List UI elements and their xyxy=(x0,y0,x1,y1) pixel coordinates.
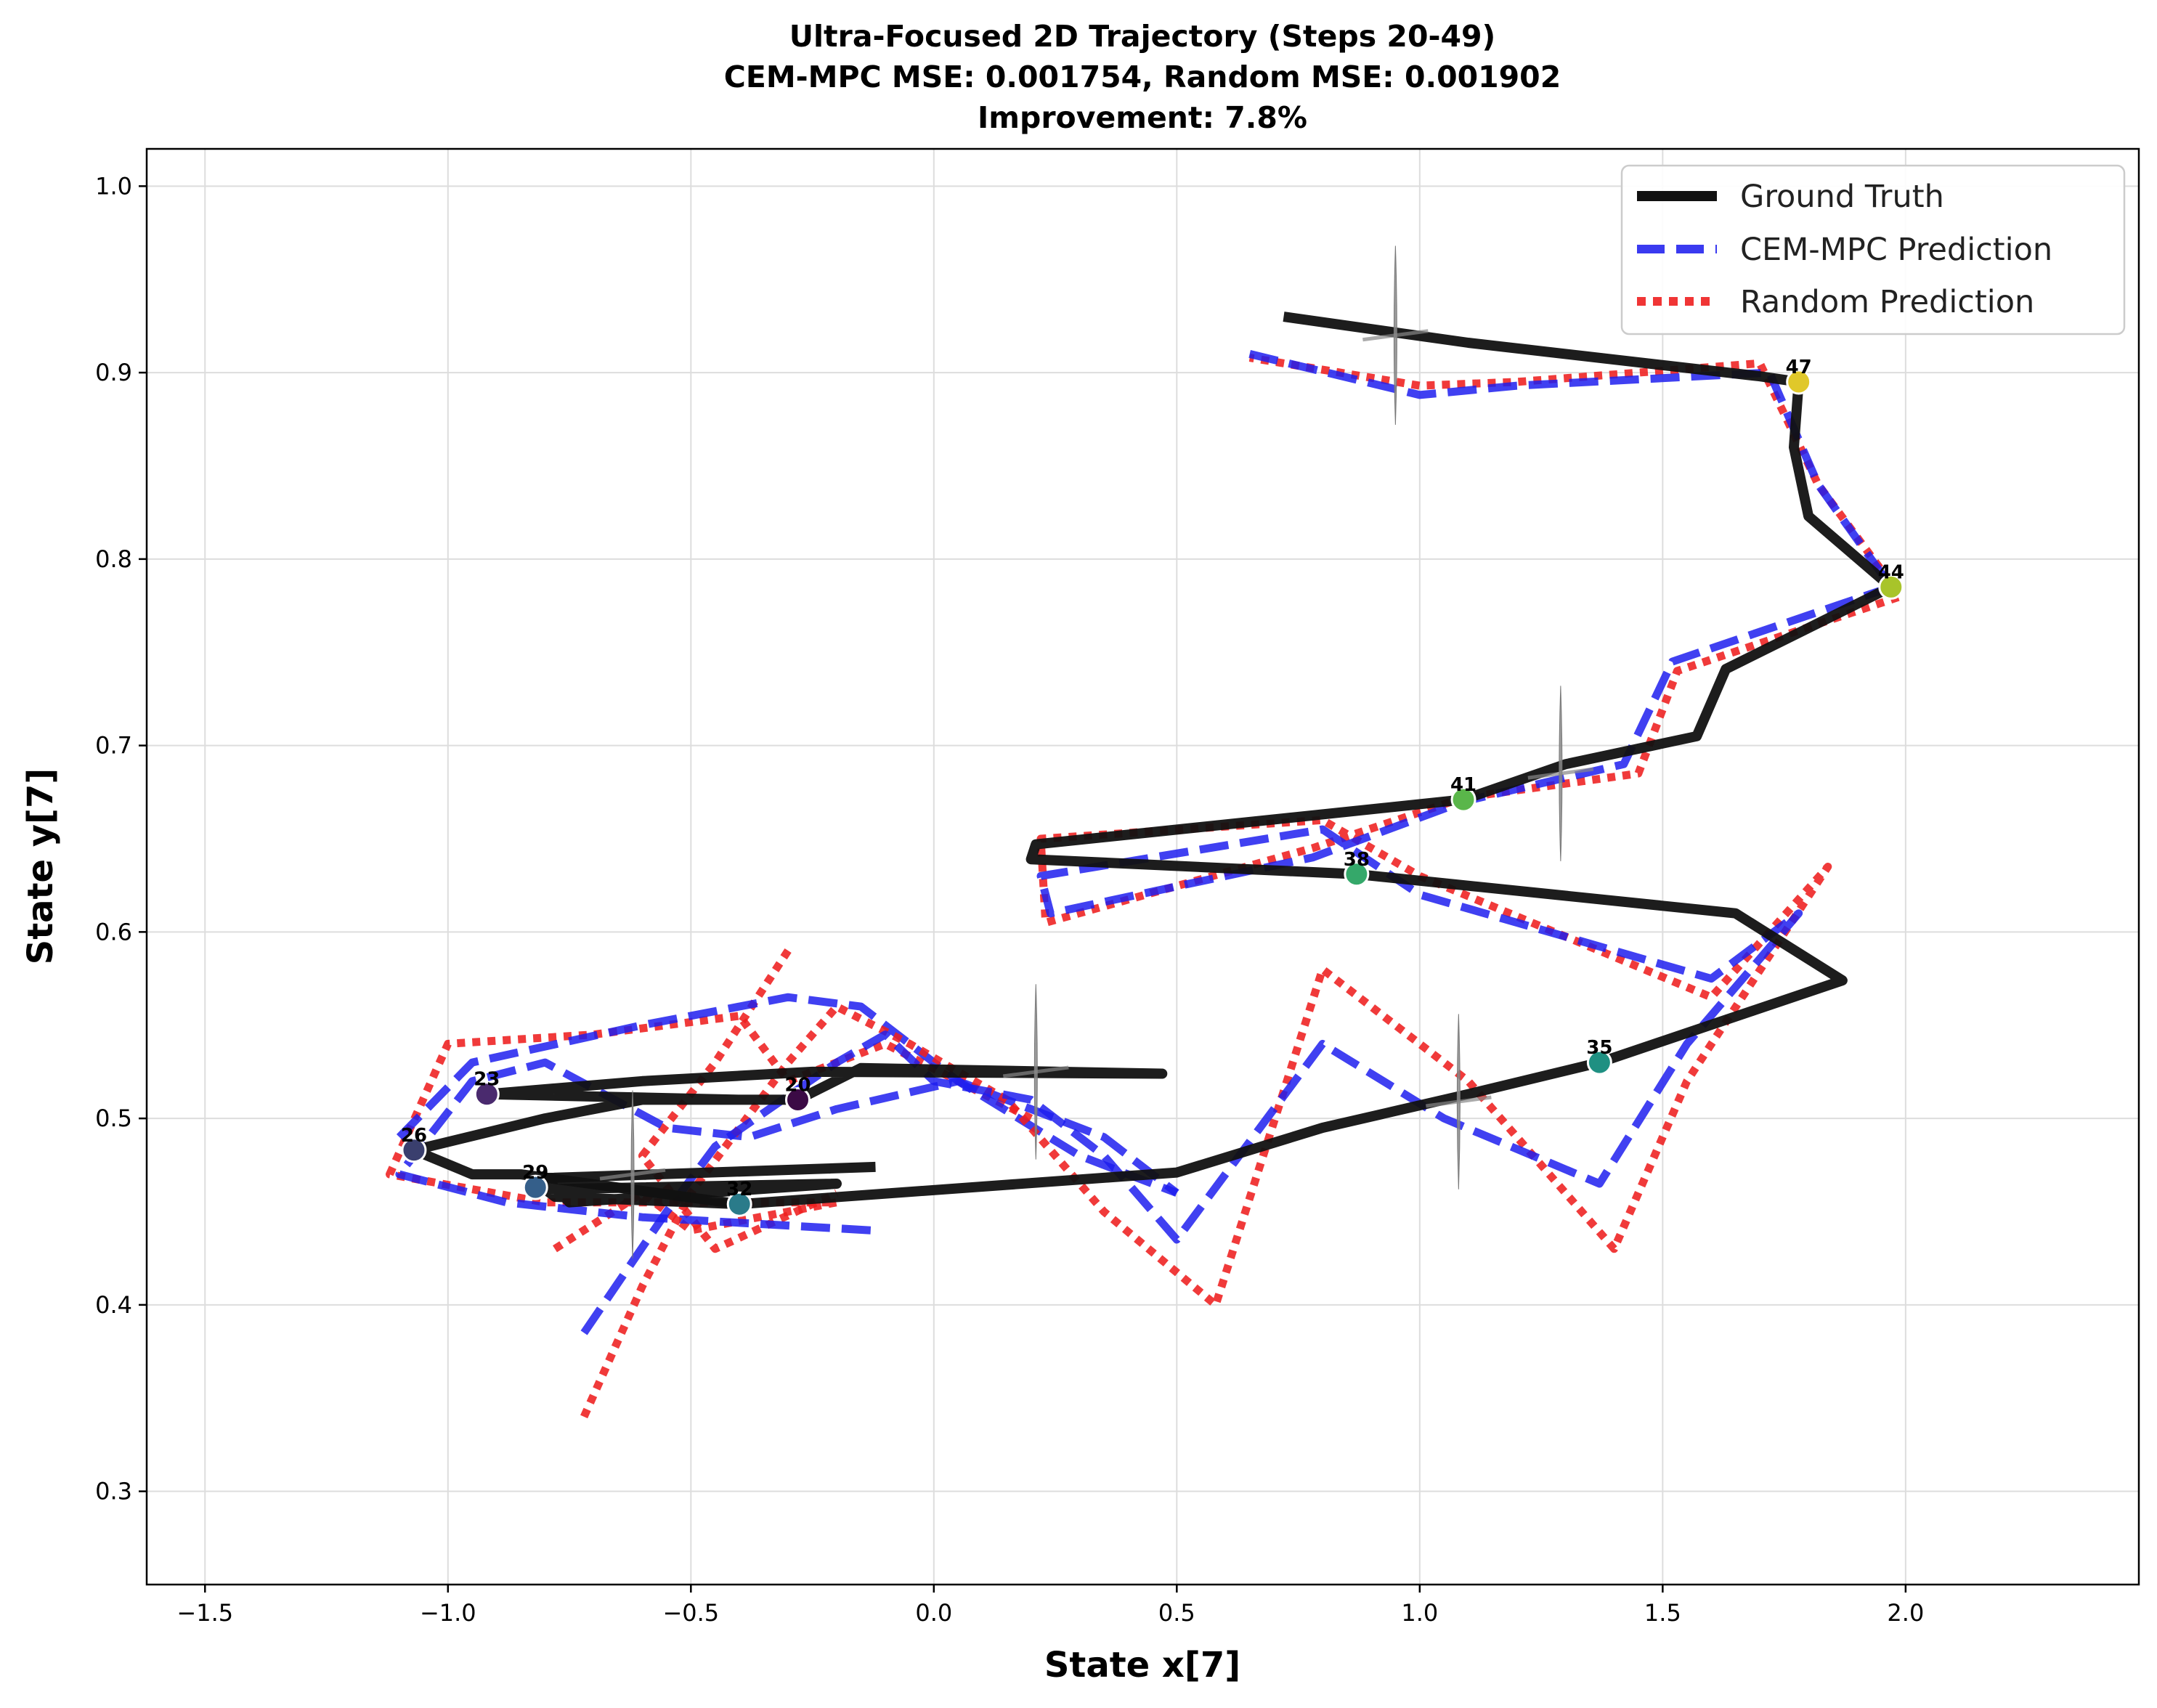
y-tick-label: 1.0 xyxy=(95,172,132,200)
step-marker-23 xyxy=(474,1081,500,1107)
step-marker-38 xyxy=(1344,861,1370,887)
y-tick-label: 0.8 xyxy=(95,545,132,573)
step-label-41: 41 xyxy=(1450,774,1476,796)
x-tick-label: −1.5 xyxy=(176,1599,233,1627)
grid-lines xyxy=(147,149,2139,1585)
legend-label-cem-mpc: CEM-MPC Prediction xyxy=(1740,232,2052,268)
y-axis-ticks: 0.3 0.4 0.5 0.6 0.7 0.8 0.9 1.0 xyxy=(95,172,147,1505)
y-axis-label: State y[7] xyxy=(20,768,61,965)
y-tick-label: 0.9 xyxy=(95,359,132,386)
chart-title-line-3: Improvement: 7.8% xyxy=(978,100,1307,135)
x-tick-label: 1.5 xyxy=(1644,1599,1681,1627)
uncertainty-bar xyxy=(1362,329,1429,342)
step-label-29: 29 xyxy=(522,1162,548,1184)
y-tick-label: 0.3 xyxy=(95,1478,132,1505)
step-label-35: 35 xyxy=(1586,1037,1612,1059)
cem-mpc-prediction-loop xyxy=(396,993,1179,1197)
uncertainty-bar xyxy=(599,1168,666,1181)
step-marker-47 xyxy=(1786,369,1812,395)
step-marker-32 xyxy=(726,1191,752,1217)
step-label-32: 32 xyxy=(726,1179,752,1200)
step-label-20: 20 xyxy=(784,1074,811,1096)
x-axis-label: State x[7] xyxy=(1044,1645,1240,1685)
legend-label-random: Random Prediction xyxy=(1740,284,2034,320)
step-marker-44 xyxy=(1878,574,1904,600)
x-tick-label: 0.5 xyxy=(1158,1599,1195,1627)
step-label-38: 38 xyxy=(1344,849,1370,871)
step-marker-41 xyxy=(1450,786,1476,813)
step-label-23: 23 xyxy=(474,1069,500,1091)
legend: Ground Truth CEM-MPC Prediction Random P… xyxy=(1620,164,2126,336)
y-tick-label: 0.7 xyxy=(95,732,132,760)
x-tick-label: 2.0 xyxy=(1887,1599,1924,1627)
x-tick-label: −1.0 xyxy=(420,1599,476,1627)
random-prediction-loop xyxy=(638,948,839,1253)
step-marker-35 xyxy=(1586,1049,1612,1075)
step-marker-20 xyxy=(784,1086,811,1113)
cem-mpc-prediction-line xyxy=(580,350,1896,1335)
legend-label-ground-truth: Ground Truth xyxy=(1740,179,1944,215)
x-tick-label: −0.5 xyxy=(662,1599,719,1627)
legend-box xyxy=(1620,164,2126,336)
step-marker-26 xyxy=(401,1137,427,1163)
uncertainty-bar xyxy=(1002,1065,1069,1078)
step-label-47: 47 xyxy=(1786,357,1812,378)
x-tick-label: 1.0 xyxy=(1401,1599,1438,1627)
step-marker-29 xyxy=(522,1174,548,1200)
step-label-26: 26 xyxy=(401,1125,427,1147)
step-label-44: 44 xyxy=(1878,561,1904,583)
chart-title-line-2: CEM-MPC MSE: 0.001754, Random MSE: 0.001… xyxy=(724,60,1561,94)
y-tick-label: 0.5 xyxy=(95,1105,132,1132)
random-prediction-loop xyxy=(386,1012,1033,1253)
chart-title-line-1: Ultra-Focused 2D Trajectory (Steps 20-49… xyxy=(789,19,1496,54)
y-tick-label: 0.6 xyxy=(95,918,132,946)
uncertainty-glyphs xyxy=(599,245,1594,1258)
y-tick-label: 0.4 xyxy=(95,1291,132,1319)
x-tick-label: 0.0 xyxy=(915,1599,952,1627)
step-markers: 20 23 26 29 32 35 38 41 44 47 xyxy=(401,357,1904,1217)
x-axis-ticks: −1.5 −1.0 −0.5 0.0 0.5 1.0 1.5 2.0 xyxy=(176,1585,1924,1627)
uncertainty-bar xyxy=(1426,1095,1492,1108)
plot-frame xyxy=(145,147,2140,1586)
uncertainty-bar xyxy=(1527,767,1594,780)
